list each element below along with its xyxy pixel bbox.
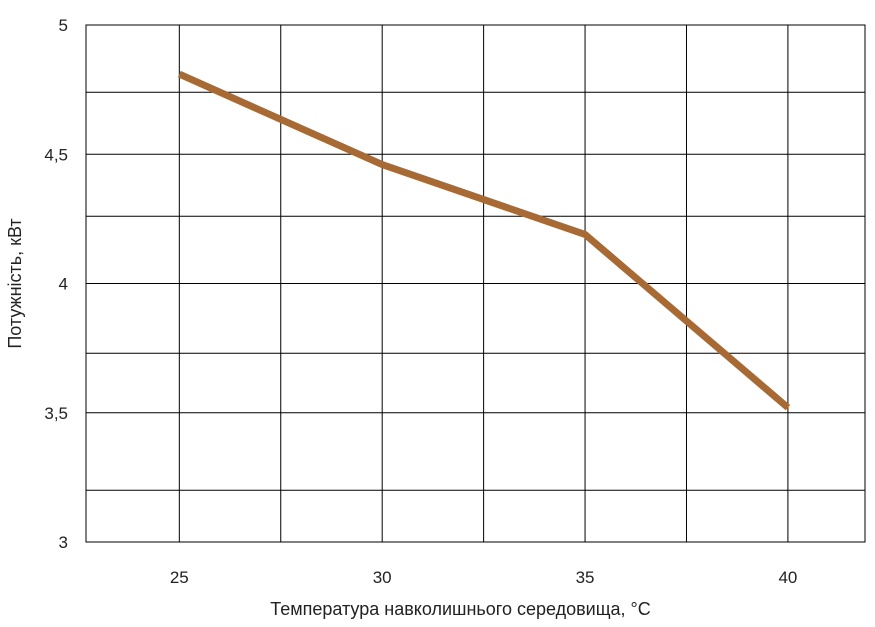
x-tick-label: 40	[778, 568, 797, 587]
grid	[86, 25, 865, 542]
y-tick-label: 3	[59, 533, 68, 552]
y-axis-label: Потужність, кВт	[5, 218, 25, 348]
y-tick-label: 4	[59, 275, 68, 294]
x-tick-labels: 25 30 35 40	[170, 568, 798, 587]
x-tick-label: 35	[576, 568, 595, 587]
y-tick-label: 4,5	[44, 145, 68, 164]
x-axis-label: Температура навколишнього середовища, °C	[270, 599, 651, 619]
x-tick-label: 25	[170, 568, 189, 587]
plot-frame	[85, 24, 866, 543]
x-tick-label: 30	[373, 568, 392, 587]
series-layer	[177, 70, 791, 411]
y-tick-label: 3,5	[44, 404, 68, 423]
y-tick-label: 5	[59, 16, 68, 35]
y-tick-labels: 3 3,5 4 4,5 5	[44, 16, 68, 552]
series-line-0	[177, 70, 791, 411]
